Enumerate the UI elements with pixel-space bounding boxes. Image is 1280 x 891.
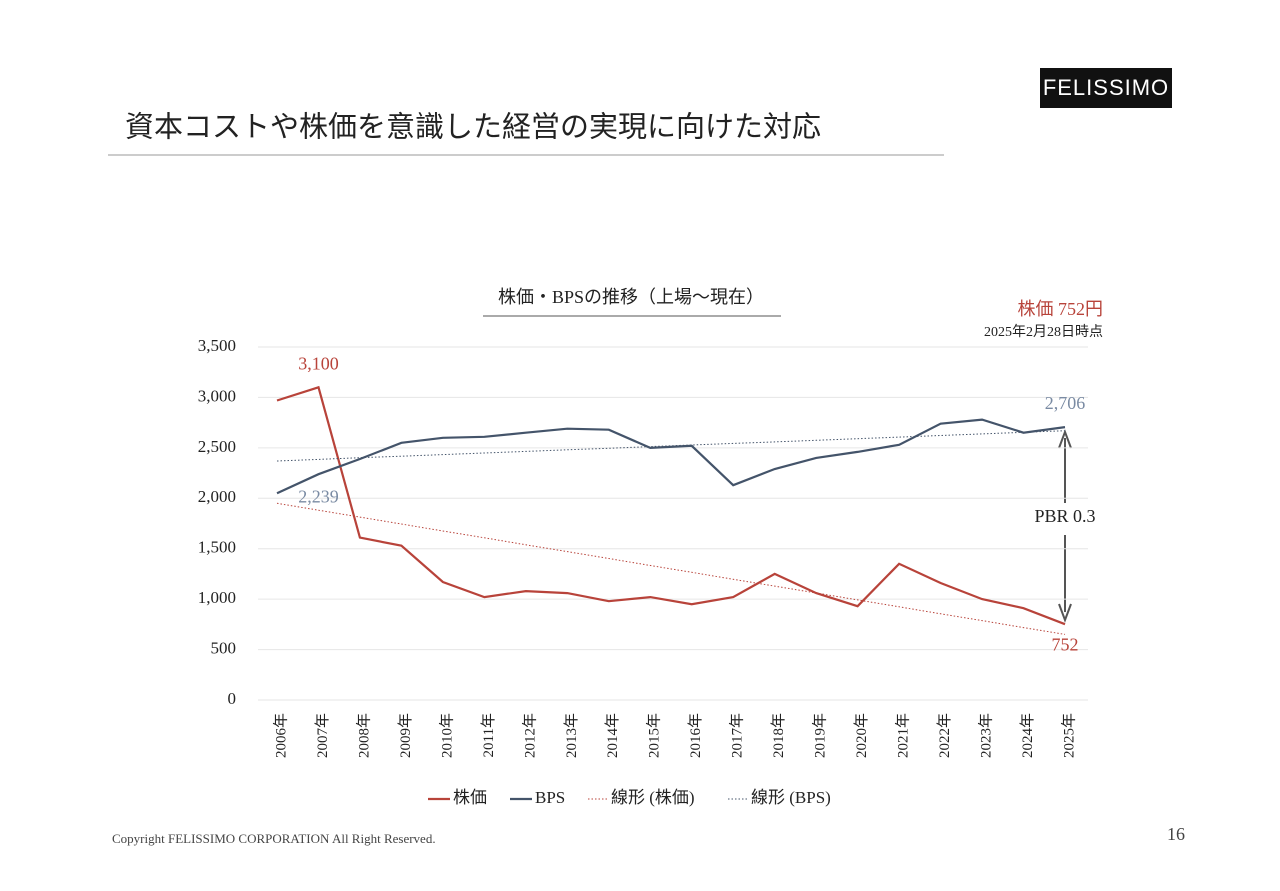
data-label: 2,239: [298, 486, 339, 506]
legend-label: 線形 (株価): [611, 788, 695, 807]
data-label: 752: [1052, 634, 1079, 654]
y-tick-label: 500: [211, 638, 237, 657]
copyright: Copyright FELISSIMO CORPORATION All Righ…: [112, 831, 436, 846]
data-label: 2,706: [1045, 393, 1086, 413]
logo: FELISSIMO: [1043, 75, 1169, 100]
y-tick-label: 3,500: [198, 336, 236, 355]
x-tick-label: 2010年: [438, 713, 455, 758]
x-tick-label: 2016年: [687, 713, 704, 758]
x-tick-label: 2020年: [853, 713, 870, 758]
annotation: PBR 0.3: [1034, 506, 1095, 526]
chart-title: 株価・BPSの推移（上場～現在）: [498, 287, 764, 307]
trend-line: [276, 502, 1066, 635]
x-tick-label: 2009年: [397, 713, 414, 758]
series-line: [276, 418, 1066, 495]
y-tick-label: 2,500: [198, 437, 236, 456]
x-tick-label: 2017年: [729, 713, 746, 758]
arrow-head: [1058, 603, 1072, 623]
x-tick-label: 2011年: [480, 713, 497, 757]
x-tick-label: 2006年: [272, 713, 289, 758]
legend-label: 線形 (BPS): [751, 788, 831, 807]
x-tick-label: 2014年: [604, 713, 621, 758]
x-tick-label: 2015年: [646, 713, 663, 758]
x-tick-label: 2019年: [812, 713, 829, 758]
x-tick-label: 2008年: [355, 713, 372, 758]
y-tick-label: 2,000: [198, 487, 236, 506]
logo-box: [1040, 68, 1172, 108]
legend-label: 株価: [453, 788, 487, 807]
series-line: [276, 385, 1066, 626]
y-tick-label: 0: [228, 689, 237, 708]
slide-title: 資本コストや株価を意識した経営の実現に向けた対応: [125, 111, 821, 144]
y-tick-label: 1,500: [198, 538, 236, 557]
x-tick-label: 2022年: [936, 713, 953, 758]
x-tick-label: 2018年: [770, 713, 787, 758]
x-tick-label: 2007年: [314, 713, 331, 758]
legend-label: BPS: [535, 788, 565, 807]
annotation: 2025年2月28日時点: [984, 324, 1103, 340]
x-tick-label: 2021年: [895, 713, 912, 758]
x-tick-label: 2024年: [1019, 713, 1036, 758]
annotation: 株価 752円: [1018, 299, 1104, 319]
y-tick-label: 1,000: [198, 588, 236, 607]
arrow-head: [1058, 429, 1072, 449]
page-number: 16: [1167, 824, 1185, 844]
y-tick-label: 3,000: [198, 386, 236, 405]
data-label: 3,100: [298, 353, 339, 373]
x-tick-label: 2023年: [977, 713, 994, 758]
x-tick-label: 2012年: [521, 713, 538, 758]
x-tick-label: 2025年: [1060, 713, 1077, 758]
x-tick-label: 2013年: [563, 713, 580, 758]
